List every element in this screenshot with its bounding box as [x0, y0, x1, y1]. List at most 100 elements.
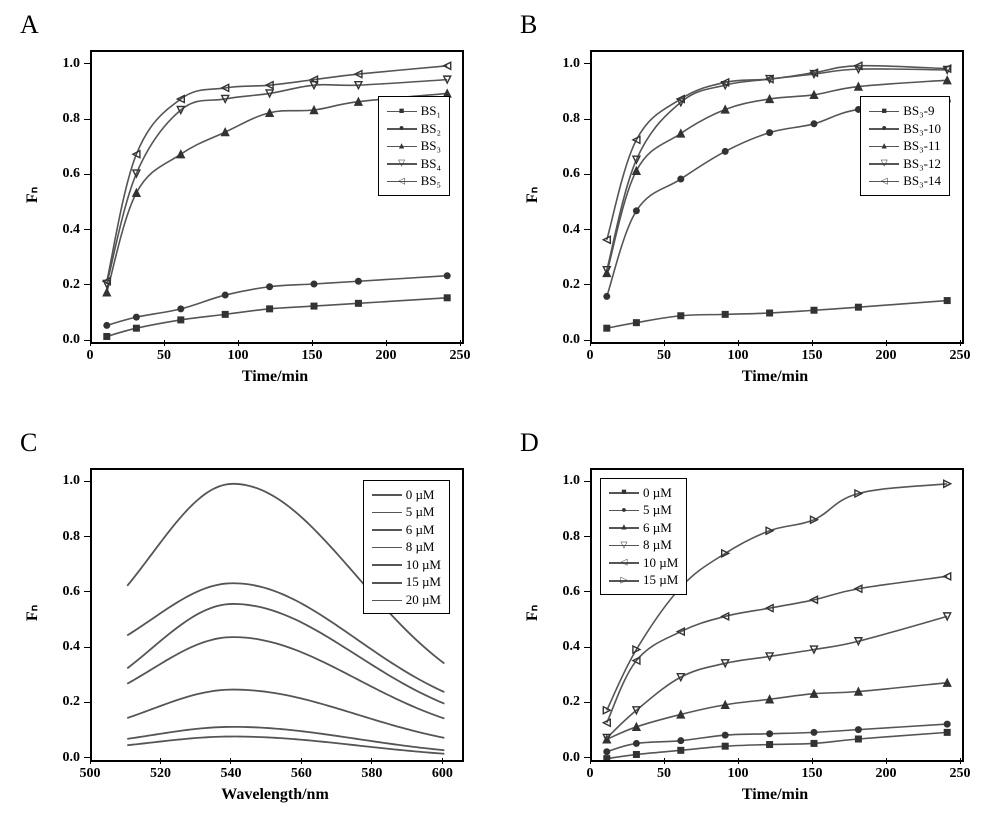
legend-marker-icon: ▲	[620, 523, 629, 532]
legend-line-icon: ▲	[387, 141, 417, 151]
ytick-label: 1.0	[48, 473, 80, 489]
series-marker	[222, 129, 229, 136]
series-marker	[811, 120, 818, 127]
panel-a-cell: A 0501001502002500.00.20.40.60.81.0Time/…	[0, 0, 500, 418]
legend-line-icon: ▲	[869, 141, 899, 151]
legend-line-icon: ■	[609, 487, 639, 497]
xtick-label: 150	[802, 766, 823, 782]
legend-label: 15 µM	[643, 571, 678, 589]
legend-marker-icon: ▽	[398, 159, 405, 168]
legend-marker-icon: ◁	[398, 176, 405, 185]
series-marker	[603, 293, 610, 300]
panel-c-chart: 5005205405605806000.00.20.40.60.81.0Wave…	[0, 418, 500, 835]
legend-label: 5 µM	[406, 503, 435, 521]
xtick-label: 580	[361, 766, 382, 782]
y-axis-label: Fₙ	[522, 187, 542, 203]
xtick-label: 500	[80, 766, 101, 782]
xtick-label: 0	[587, 766, 594, 782]
series-marker	[444, 294, 451, 301]
series-marker	[603, 755, 610, 760]
legend-line-icon: ●	[869, 123, 899, 133]
legend-label: 0 µM	[406, 486, 435, 504]
ytick-label: 0.2	[548, 277, 580, 293]
legend-line-icon: ■	[387, 106, 417, 116]
series-marker	[766, 95, 773, 102]
ytick-label: 0.2	[48, 694, 80, 710]
legend-label: BS₃-14	[903, 172, 941, 190]
series-marker	[133, 325, 140, 332]
xtick-label: 100	[728, 766, 749, 782]
xtick-label: 0	[87, 348, 94, 364]
panel-d-cell: D 0501001502002500.00.20.40.60.81.0Time/…	[500, 418, 1000, 835]
legend-label: 20 µM	[406, 591, 441, 609]
ytick-label: 0.2	[48, 277, 80, 293]
series-marker	[722, 106, 729, 113]
series-marker	[677, 710, 684, 717]
series-curve	[607, 301, 947, 329]
legend-item: 10 µM	[372, 556, 441, 574]
series-marker	[266, 283, 273, 290]
xtick-label: 200	[376, 348, 397, 364]
x-axis-label: Time/min	[242, 368, 308, 386]
series-marker	[603, 748, 610, 755]
legend-item: 20 µM	[372, 591, 441, 609]
legend-item: 15 µM	[372, 573, 441, 591]
ytick-label: 1.0	[48, 56, 80, 72]
legend-marker-icon: ▽	[621, 540, 628, 549]
legend-item: ●BS₂	[387, 120, 441, 138]
legend-label: 0 µM	[643, 484, 672, 502]
legend-line-icon: ◁	[387, 176, 417, 186]
legend-marker-icon: ▽	[881, 159, 888, 168]
series-marker	[444, 272, 451, 279]
legend-line-icon	[372, 577, 402, 587]
series-marker	[633, 723, 640, 730]
series-marker	[633, 739, 640, 746]
legend-marker-icon: ◁	[621, 558, 628, 567]
series-marker	[103, 333, 110, 340]
legend-line-icon: ◁	[609, 557, 639, 567]
series-curve	[607, 724, 947, 752]
ytick-label: 0.8	[548, 111, 580, 127]
series-marker	[811, 307, 818, 314]
xtick-label: 150	[802, 348, 823, 364]
legend-label: 6 µM	[643, 519, 672, 537]
legend-line-icon: ●	[609, 505, 639, 515]
legend-label: BS₅	[421, 172, 441, 190]
ytick-label: 0.4	[548, 222, 580, 238]
series-marker	[633, 319, 640, 326]
series-marker	[855, 304, 862, 311]
series-marker	[811, 690, 818, 697]
legend-marker-icon: ▲	[880, 141, 889, 150]
legend-marker-icon: ■	[882, 106, 887, 115]
legend-label: 8 µM	[406, 538, 435, 556]
series-marker	[103, 322, 110, 329]
legend-line-icon: ▽	[869, 158, 899, 168]
series-marker	[811, 739, 818, 746]
series-marker	[855, 83, 862, 90]
series-marker	[266, 305, 273, 312]
series-marker	[722, 148, 729, 155]
series-curve	[607, 682, 947, 739]
legend-line-icon: ▽	[609, 540, 639, 550]
legend-line-icon	[372, 524, 402, 534]
legend-item: ▲BS₃	[387, 137, 441, 155]
series-curve	[127, 637, 444, 718]
ytick-label: 0.4	[48, 222, 80, 238]
ytick-label: 0.8	[48, 111, 80, 127]
series-marker	[722, 731, 729, 738]
ytick-label: 0.4	[548, 639, 580, 655]
legend-line-icon: ◁	[869, 176, 899, 186]
series-marker	[722, 311, 729, 318]
series-marker	[444, 76, 451, 83]
ytick-label: 0.6	[548, 584, 580, 600]
legend-line-icon	[372, 489, 402, 499]
panel-d-chart: 0501001502002500.00.20.40.60.81.0Time/mi…	[500, 418, 1000, 835]
series-marker	[177, 305, 184, 312]
series-marker	[855, 735, 862, 742]
series-marker	[633, 207, 640, 214]
xtick-label: 520	[150, 766, 171, 782]
xtick-label: 50	[657, 766, 671, 782]
legend-line-icon: ●	[387, 123, 417, 133]
xtick-label: 250	[950, 348, 971, 364]
legend-marker-icon: ■	[621, 488, 626, 497]
